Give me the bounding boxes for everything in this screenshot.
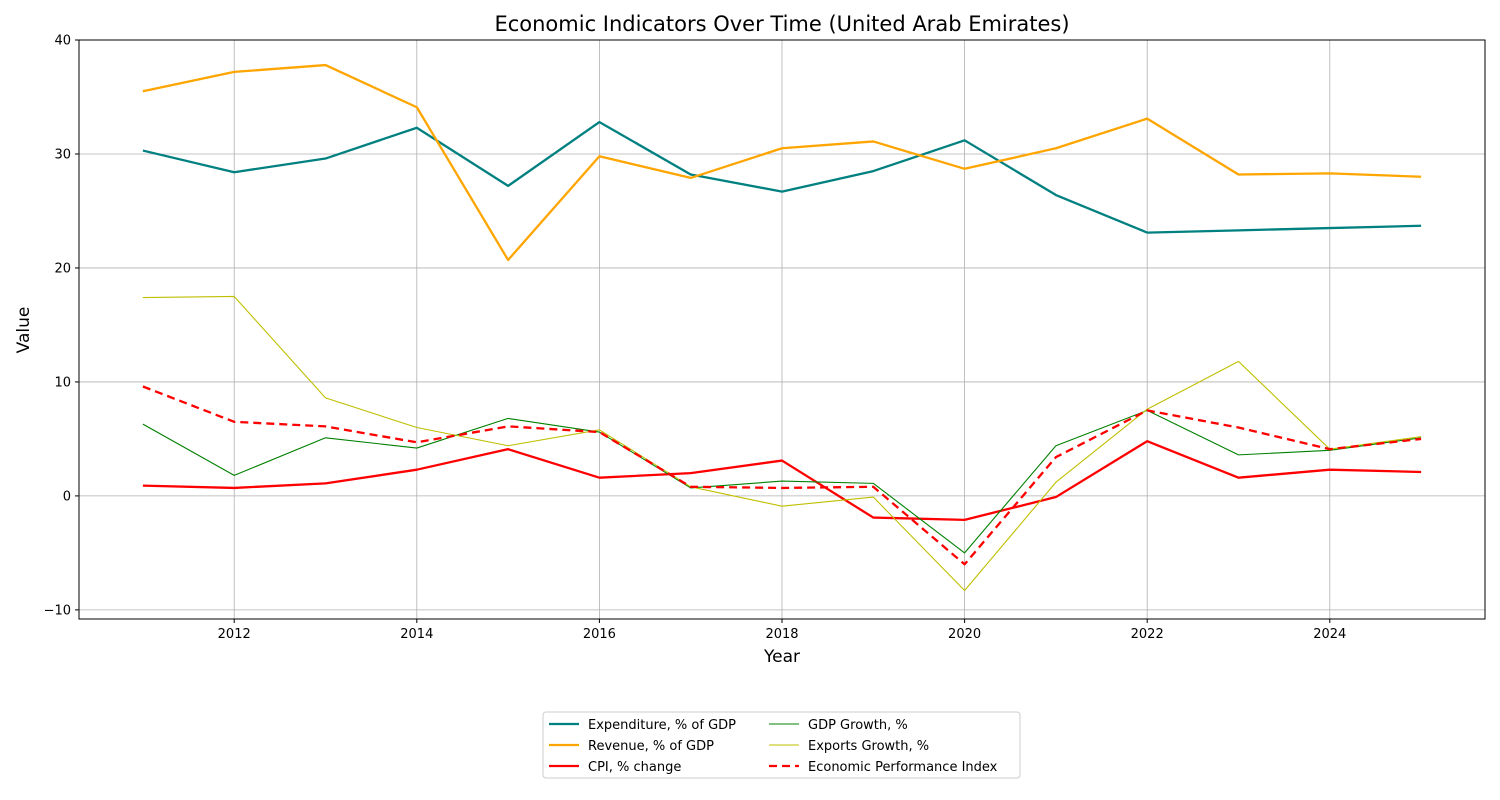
grid [79, 39, 1485, 619]
legend-label-economic-performance-index: Economic Performance Index [808, 760, 998, 775]
x-tick-label: 2020 [948, 627, 981, 642]
legend-label-revenue-of-gdp: Revenue, % of GDP [588, 739, 714, 754]
x-axis-label: Year [763, 647, 800, 667]
y-tick-label: 20 [54, 261, 71, 276]
axis-ticks: 2012 2014 2016 2018 2020 2022 2024 −10 0 10 20 30 40 [44, 34, 1347, 643]
y-tick-label: 30 [54, 147, 71, 162]
y-tick-label: −10 [44, 603, 71, 618]
series-line-exports-growth [142, 295, 1422, 592]
y-tick-label: 0 [63, 489, 71, 504]
series-line-cpi-change [142, 440, 1422, 521]
series-lines [142, 63, 1422, 592]
series-line-gdp-growth [142, 409, 1422, 554]
chart-title: Economic Indicators Over Time (United Ar… [494, 12, 1069, 36]
y-axis-label: Value [14, 307, 34, 354]
series-line-expenditure-of-gdp [142, 120, 1422, 234]
x-tick-label: 2018 [765, 627, 798, 642]
x-tick-label: 2016 [583, 627, 616, 642]
series-line-revenue-of-gdp [142, 63, 1422, 262]
x-tick-label: 2024 [1313, 627, 1346, 642]
x-tick-label: 2012 [218, 627, 251, 642]
legend: Expenditure, % of GDP Revenue, % of GDP CP… [542, 711, 1021, 779]
legend-label-expenditure-of-gdp: Expenditure, % of GDP [588, 718, 736, 733]
x-tick-label: 2022 [1131, 627, 1164, 642]
legend-label-gdp-growth: GDP Growth, % [808, 718, 908, 733]
y-tick-label: 40 [54, 34, 71, 49]
legend-label-exports-growth: Exports Growth, % [808, 739, 929, 754]
y-tick-label: 10 [54, 375, 71, 390]
legend-label-cpi-change: CPI, % change [588, 760, 681, 775]
x-tick-label: 2014 [400, 627, 433, 642]
series-line-economic-performance-index [142, 385, 1422, 566]
